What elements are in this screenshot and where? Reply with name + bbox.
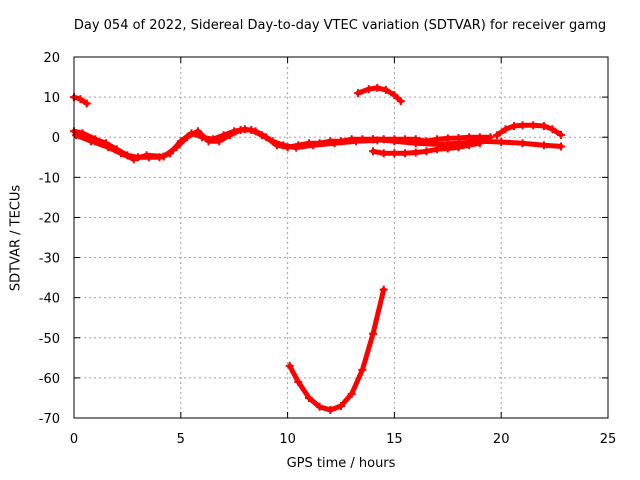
y-tick-label: -50 bbox=[39, 332, 60, 347]
data-point-marker bbox=[369, 147, 378, 156]
data-point-marker bbox=[72, 131, 81, 140]
series-arc-6 bbox=[492, 121, 566, 140]
data-point-marker bbox=[215, 137, 224, 146]
y-tick-label: 0 bbox=[52, 131, 60, 146]
data-point-marker bbox=[292, 143, 301, 152]
x-tick-label: 15 bbox=[386, 432, 403, 447]
data-point-marker bbox=[557, 130, 566, 139]
data-point-marker bbox=[354, 89, 363, 98]
data-point-marker bbox=[337, 401, 345, 410]
data-point-marker bbox=[116, 149, 125, 158]
y-tick-label: -60 bbox=[39, 372, 60, 387]
data-point-marker bbox=[236, 126, 245, 135]
tick-labels: 0 5 10 15 20 25 20 10 0 -10 -20 -30 -40 -50 -60 -70 bbox=[39, 51, 617, 447]
data-point-marker bbox=[330, 139, 339, 148]
data-point-marker bbox=[557, 142, 566, 151]
data-point-marker bbox=[183, 133, 192, 142]
data-point-marker bbox=[76, 95, 85, 104]
data-point-marker bbox=[369, 135, 378, 144]
data-point-marker bbox=[379, 149, 388, 158]
data-point-marker bbox=[347, 389, 356, 398]
data-point-marker bbox=[411, 139, 420, 148]
data-point-marker bbox=[411, 148, 420, 157]
data-point-marker bbox=[539, 141, 548, 150]
data-point-marker bbox=[548, 125, 557, 134]
data-point-marker bbox=[529, 121, 538, 130]
x-tick-label: 20 bbox=[493, 432, 510, 447]
data-point-marker bbox=[379, 285, 388, 294]
series-arc-7 bbox=[354, 83, 405, 106]
data-point-marker bbox=[309, 141, 318, 150]
data-point-marker bbox=[390, 137, 399, 146]
data-point-marker bbox=[129, 155, 138, 164]
grid-lines bbox=[74, 57, 608, 418]
plot-frame bbox=[73, 56, 609, 419]
data-point-marker bbox=[422, 147, 431, 156]
data-point-marker bbox=[369, 329, 378, 338]
data-point-marker bbox=[454, 143, 463, 152]
x-axis-label: GPS time / hours bbox=[286, 456, 396, 471]
data-point-marker bbox=[364, 85, 373, 94]
x-tick-label: 25 bbox=[600, 432, 617, 447]
data-point-marker bbox=[518, 139, 527, 148]
x-tick-label: 0 bbox=[70, 432, 78, 447]
data-point-marker bbox=[294, 377, 303, 386]
data-point-marker bbox=[475, 139, 484, 148]
data-point-marker bbox=[87, 137, 96, 146]
x-tick-label: 5 bbox=[177, 432, 185, 447]
data-point-marker bbox=[510, 121, 519, 130]
data-point-marker bbox=[396, 97, 405, 106]
data-point-marker bbox=[315, 402, 324, 411]
data-point-marker bbox=[373, 83, 382, 92]
data-point-marker bbox=[326, 405, 335, 414]
data-point-marker bbox=[465, 141, 474, 150]
data-point-marker bbox=[390, 149, 399, 158]
chart-title: Day 054 of 2022, Sidereal Day-to-day VTE… bbox=[73, 18, 607, 33]
y-axis-label: SDTVAR / TECUs bbox=[8, 184, 24, 292]
y-tick-label: -70 bbox=[39, 412, 60, 427]
y-tick-label: -30 bbox=[39, 252, 60, 267]
data-point-marker bbox=[82, 99, 91, 108]
data-point-marker bbox=[358, 365, 367, 374]
series-arc-5 bbox=[369, 139, 484, 158]
data-point-marker bbox=[142, 151, 151, 160]
data-point-marker bbox=[492, 131, 501, 140]
data-point-marker bbox=[381, 85, 390, 94]
y-tick-label: 10 bbox=[43, 91, 60, 106]
data-series bbox=[70, 83, 566, 414]
data-point-marker bbox=[443, 144, 452, 153]
y-tick-label: 20 bbox=[43, 51, 60, 66]
data-point-marker bbox=[443, 134, 452, 143]
data-point-marker bbox=[172, 143, 181, 152]
data-point-marker bbox=[401, 149, 410, 158]
data-point-marker bbox=[351, 137, 360, 146]
series-line bbox=[287, 287, 387, 413]
series-arc-8 bbox=[285, 285, 388, 414]
data-point-marker bbox=[268, 137, 277, 146]
data-point-marker bbox=[247, 126, 256, 135]
data-point-marker bbox=[204, 137, 213, 146]
data-point-marker bbox=[390, 91, 399, 100]
y-tick-label: -40 bbox=[39, 292, 60, 307]
y-tick-label: -20 bbox=[39, 211, 60, 226]
x-tick-label: 10 bbox=[279, 432, 296, 447]
data-point-marker bbox=[279, 141, 288, 150]
axis-ticks bbox=[73, 56, 609, 419]
data-point-marker bbox=[518, 121, 527, 130]
data-point-marker bbox=[193, 127, 202, 136]
data-point-marker bbox=[225, 131, 234, 140]
data-point-marker bbox=[497, 138, 506, 147]
data-point-marker bbox=[501, 125, 510, 134]
series-arc-1 bbox=[70, 93, 91, 108]
data-point-marker bbox=[159, 152, 168, 161]
y-tick-label: -10 bbox=[39, 171, 60, 186]
data-point-marker bbox=[285, 361, 294, 370]
data-point-marker bbox=[304, 393, 313, 402]
data-point-marker bbox=[257, 131, 266, 140]
data-point-marker bbox=[539, 121, 548, 130]
data-point-marker bbox=[104, 143, 113, 152]
data-point-marker bbox=[433, 145, 442, 154]
